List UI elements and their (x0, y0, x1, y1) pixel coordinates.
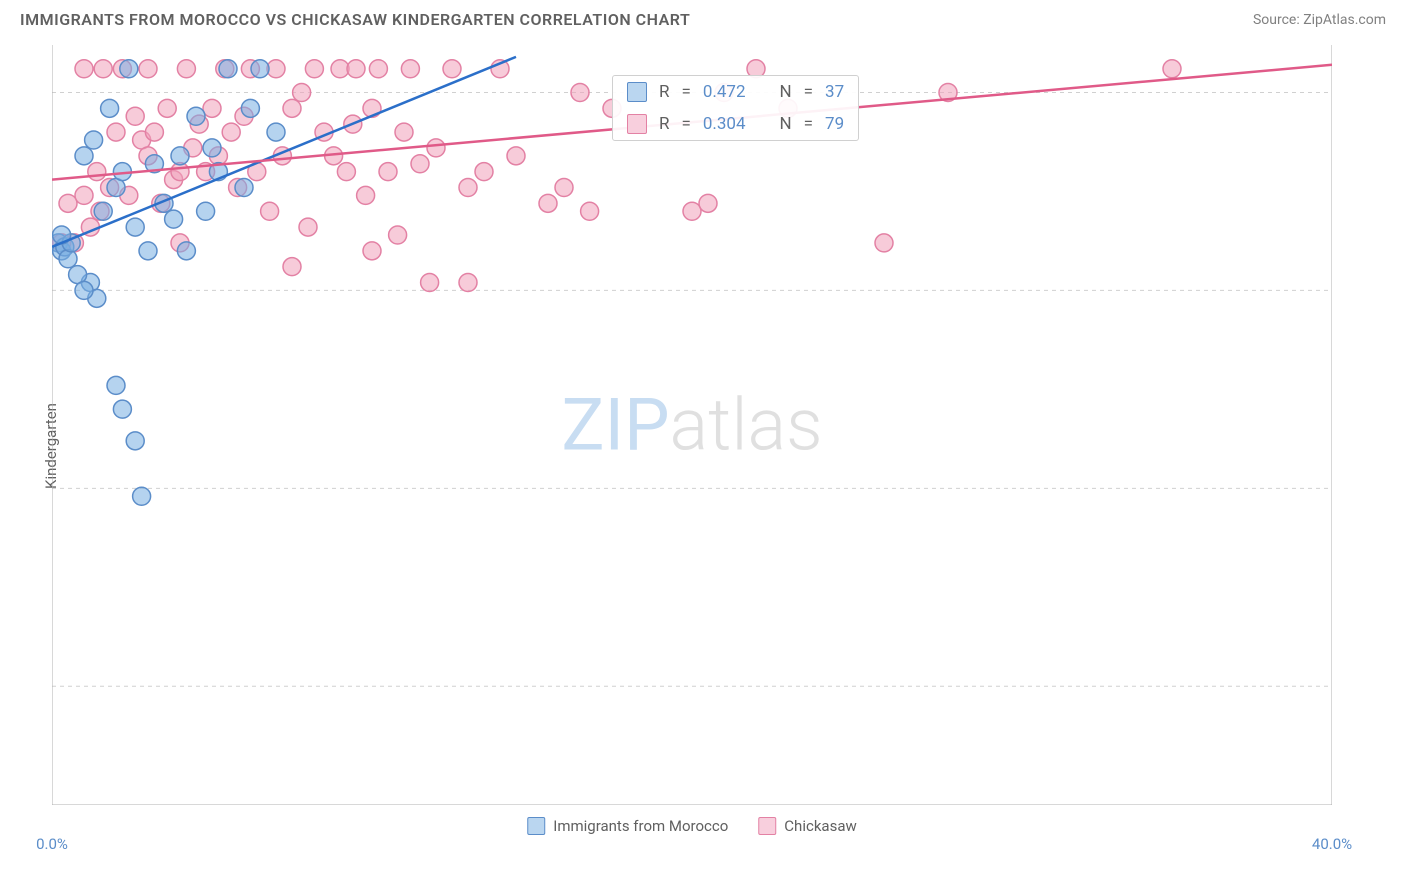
n-label: N (780, 114, 792, 134)
stats-swatch-blue (627, 82, 647, 102)
legend-item-series2: Chickasaw (758, 817, 856, 835)
stats-swatch-pink (627, 114, 647, 134)
eq-sign: = (804, 82, 813, 102)
legend-label-1: Immigrants from Morocco (553, 817, 728, 835)
n-value-2: 79 (825, 114, 844, 134)
eq-sign: = (681, 82, 690, 102)
source-attribution: Source: ZipAtlas.com (1253, 12, 1386, 28)
scatter-plot (52, 45, 1332, 805)
n-label: N (780, 82, 792, 102)
legend-swatch-blue (527, 817, 545, 835)
chart-header: IMMIGRANTS FROM MOROCCO VS CHICKASAW KIN… (0, 0, 1406, 29)
r-label: R (659, 82, 669, 102)
chart-legend: Immigrants from Morocco Chickasaw (487, 817, 897, 835)
r-label: R (659, 114, 669, 134)
x-tick-label: 0.0% (36, 835, 68, 853)
legend-swatch-pink (758, 817, 776, 835)
x-tick-label: 40.0% (1312, 835, 1352, 853)
chart-container: ZIPatlas R = 0.472 N = 37 R = 0.304 N = … (52, 45, 1332, 805)
eq-sign: = (804, 114, 813, 134)
legend-label-2: Chickasaw (784, 817, 856, 835)
chart-title: IMMIGRANTS FROM MOROCCO VS CHICKASAW KIN… (20, 10, 690, 29)
n-value-1: 37 (825, 82, 844, 102)
stats-row-series1: R = 0.472 N = 37 (613, 76, 858, 108)
stats-row-series2: R = 0.304 N = 79 (613, 108, 858, 140)
correlation-stats-box: R = 0.472 N = 37 R = 0.304 N = 79 (612, 75, 859, 141)
r-value-1: 0.472 (703, 82, 746, 102)
eq-sign: = (681, 114, 690, 134)
legend-item-series1: Immigrants from Morocco (527, 817, 728, 835)
r-value-2: 0.304 (703, 114, 746, 134)
